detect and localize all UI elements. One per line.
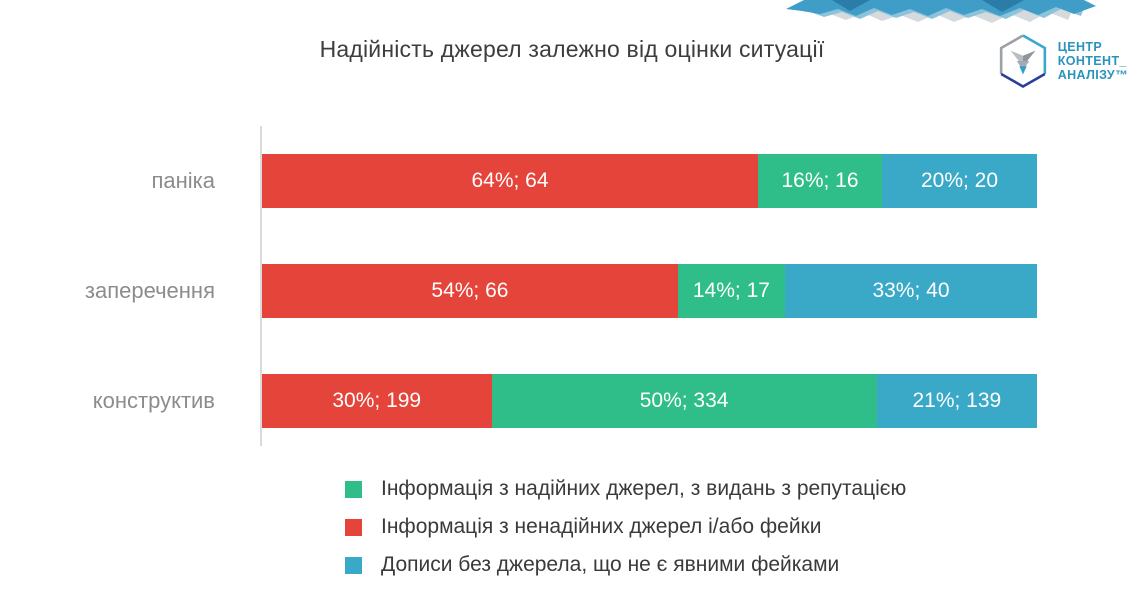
bar-row: паніка 64%; 64 16%; 16 20%; 20 [0,154,1037,208]
bar-segment-red: 54%; 66 [262,264,678,318]
legend-marker-blue [345,556,362,574]
bar-stack: 64%; 64 16%; 16 20%; 20 [262,154,1037,208]
category-label: конструктив [92,388,215,413]
bar-segment-blue: 33%; 40 [784,264,1037,318]
banner-decoration [786,0,1096,23]
bar-segment-blue: 20%; 20 [882,154,1037,208]
bar-row: конструктив 30%; 199 50%; 334 21%; 139 [0,374,1037,428]
brand-logo-line: КОНТЕНТ_ [1057,54,1127,68]
bar-row: заперечення 54%; 66 14%; 17 33%; 40 [0,264,1037,318]
legend-item: Дописи без джерела, що не є явними фейка… [345,546,906,584]
bar-segment-red: 64%; 64 [262,154,758,208]
bar-segment-green: 16%; 16 [758,154,882,208]
hexagon-bird-logo-icon [999,34,1046,88]
bar-segment-green: 50%; 334 [491,374,877,428]
legend-item: Інформація з надійних джерел, з видань з… [345,470,906,508]
brand-logo-line: АНАЛІЗУ™ [1057,68,1128,82]
legend-marker-red [345,518,362,536]
legend-label: Дописи без джерела, що не є явними фейка… [381,553,840,576]
legend-label: Інформація з надійних джерел, з видань з… [381,477,907,500]
bar-stack: 54%; 66 14%; 17 33%; 40 [262,264,1037,318]
bar-segment-green: 14%; 17 [677,264,785,318]
legend-item: Інформація з ненадійних джерел і/або фей… [345,508,906,546]
bar-segment-red: 30%; 199 [262,374,492,428]
brand-logo-line: ЦЕНТР [1057,40,1103,54]
chart-title: Надійність джерел залежно від оцінки сит… [319,36,825,62]
brand-logo-text: ЦЕНТР КОНТЕНТ_ АНАЛІЗУ™ [1058,40,1128,82]
category-label: заперечення [84,278,215,303]
legend: Інформація з надійних джерел, з видань з… [345,470,906,584]
y-axis-line [260,126,262,446]
category-label: паніка [151,168,215,193]
brand-logo: ЦЕНТР КОНТЕНТ_ АНАЛІЗУ™ [997,33,1128,89]
bar-stack: 30%; 199 50%; 334 21%; 139 [262,374,1037,428]
bar-segment-blue: 21%; 139 [876,374,1037,428]
legend-marker-green [345,480,362,498]
legend-label: Інформація з ненадійних джерел і/або фей… [381,515,822,538]
